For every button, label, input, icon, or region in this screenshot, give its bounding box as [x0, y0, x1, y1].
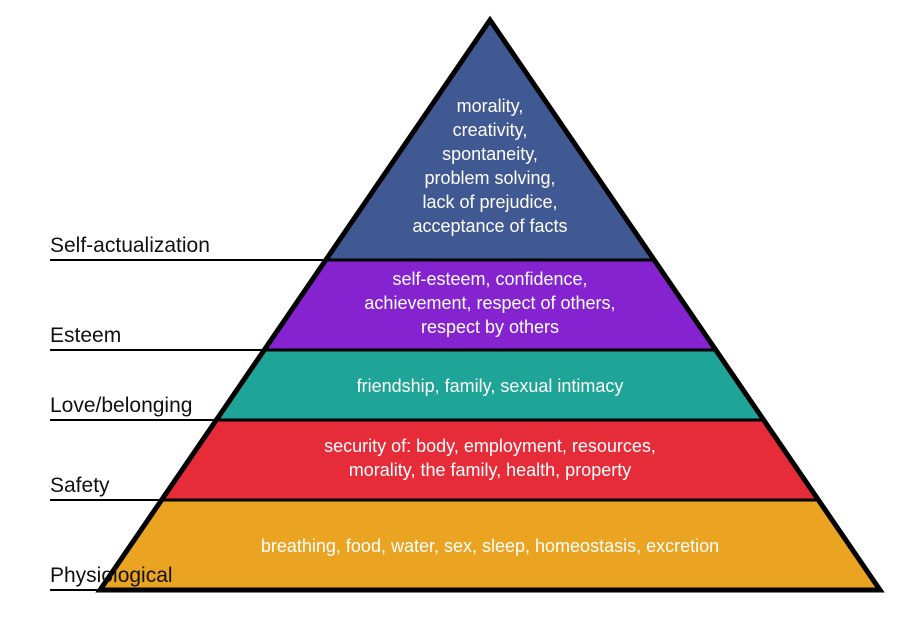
label-self-actualization: Self-actualization: [50, 234, 210, 257]
tier-love-belonging-text: friendship, family, sexual intimacy: [357, 376, 624, 396]
label-safety: Safety: [50, 474, 110, 497]
label-love-belonging: Love/belonging: [50, 394, 192, 417]
label-esteem: Esteem: [50, 324, 121, 347]
label-physiological: Physiological: [50, 564, 173, 587]
tier-physiological-text: breathing, food, water, sex, sleep, home…: [261, 536, 719, 556]
maslow-pyramid-diagram: morality,creativity,spontaneity,problem …: [0, 0, 900, 619]
